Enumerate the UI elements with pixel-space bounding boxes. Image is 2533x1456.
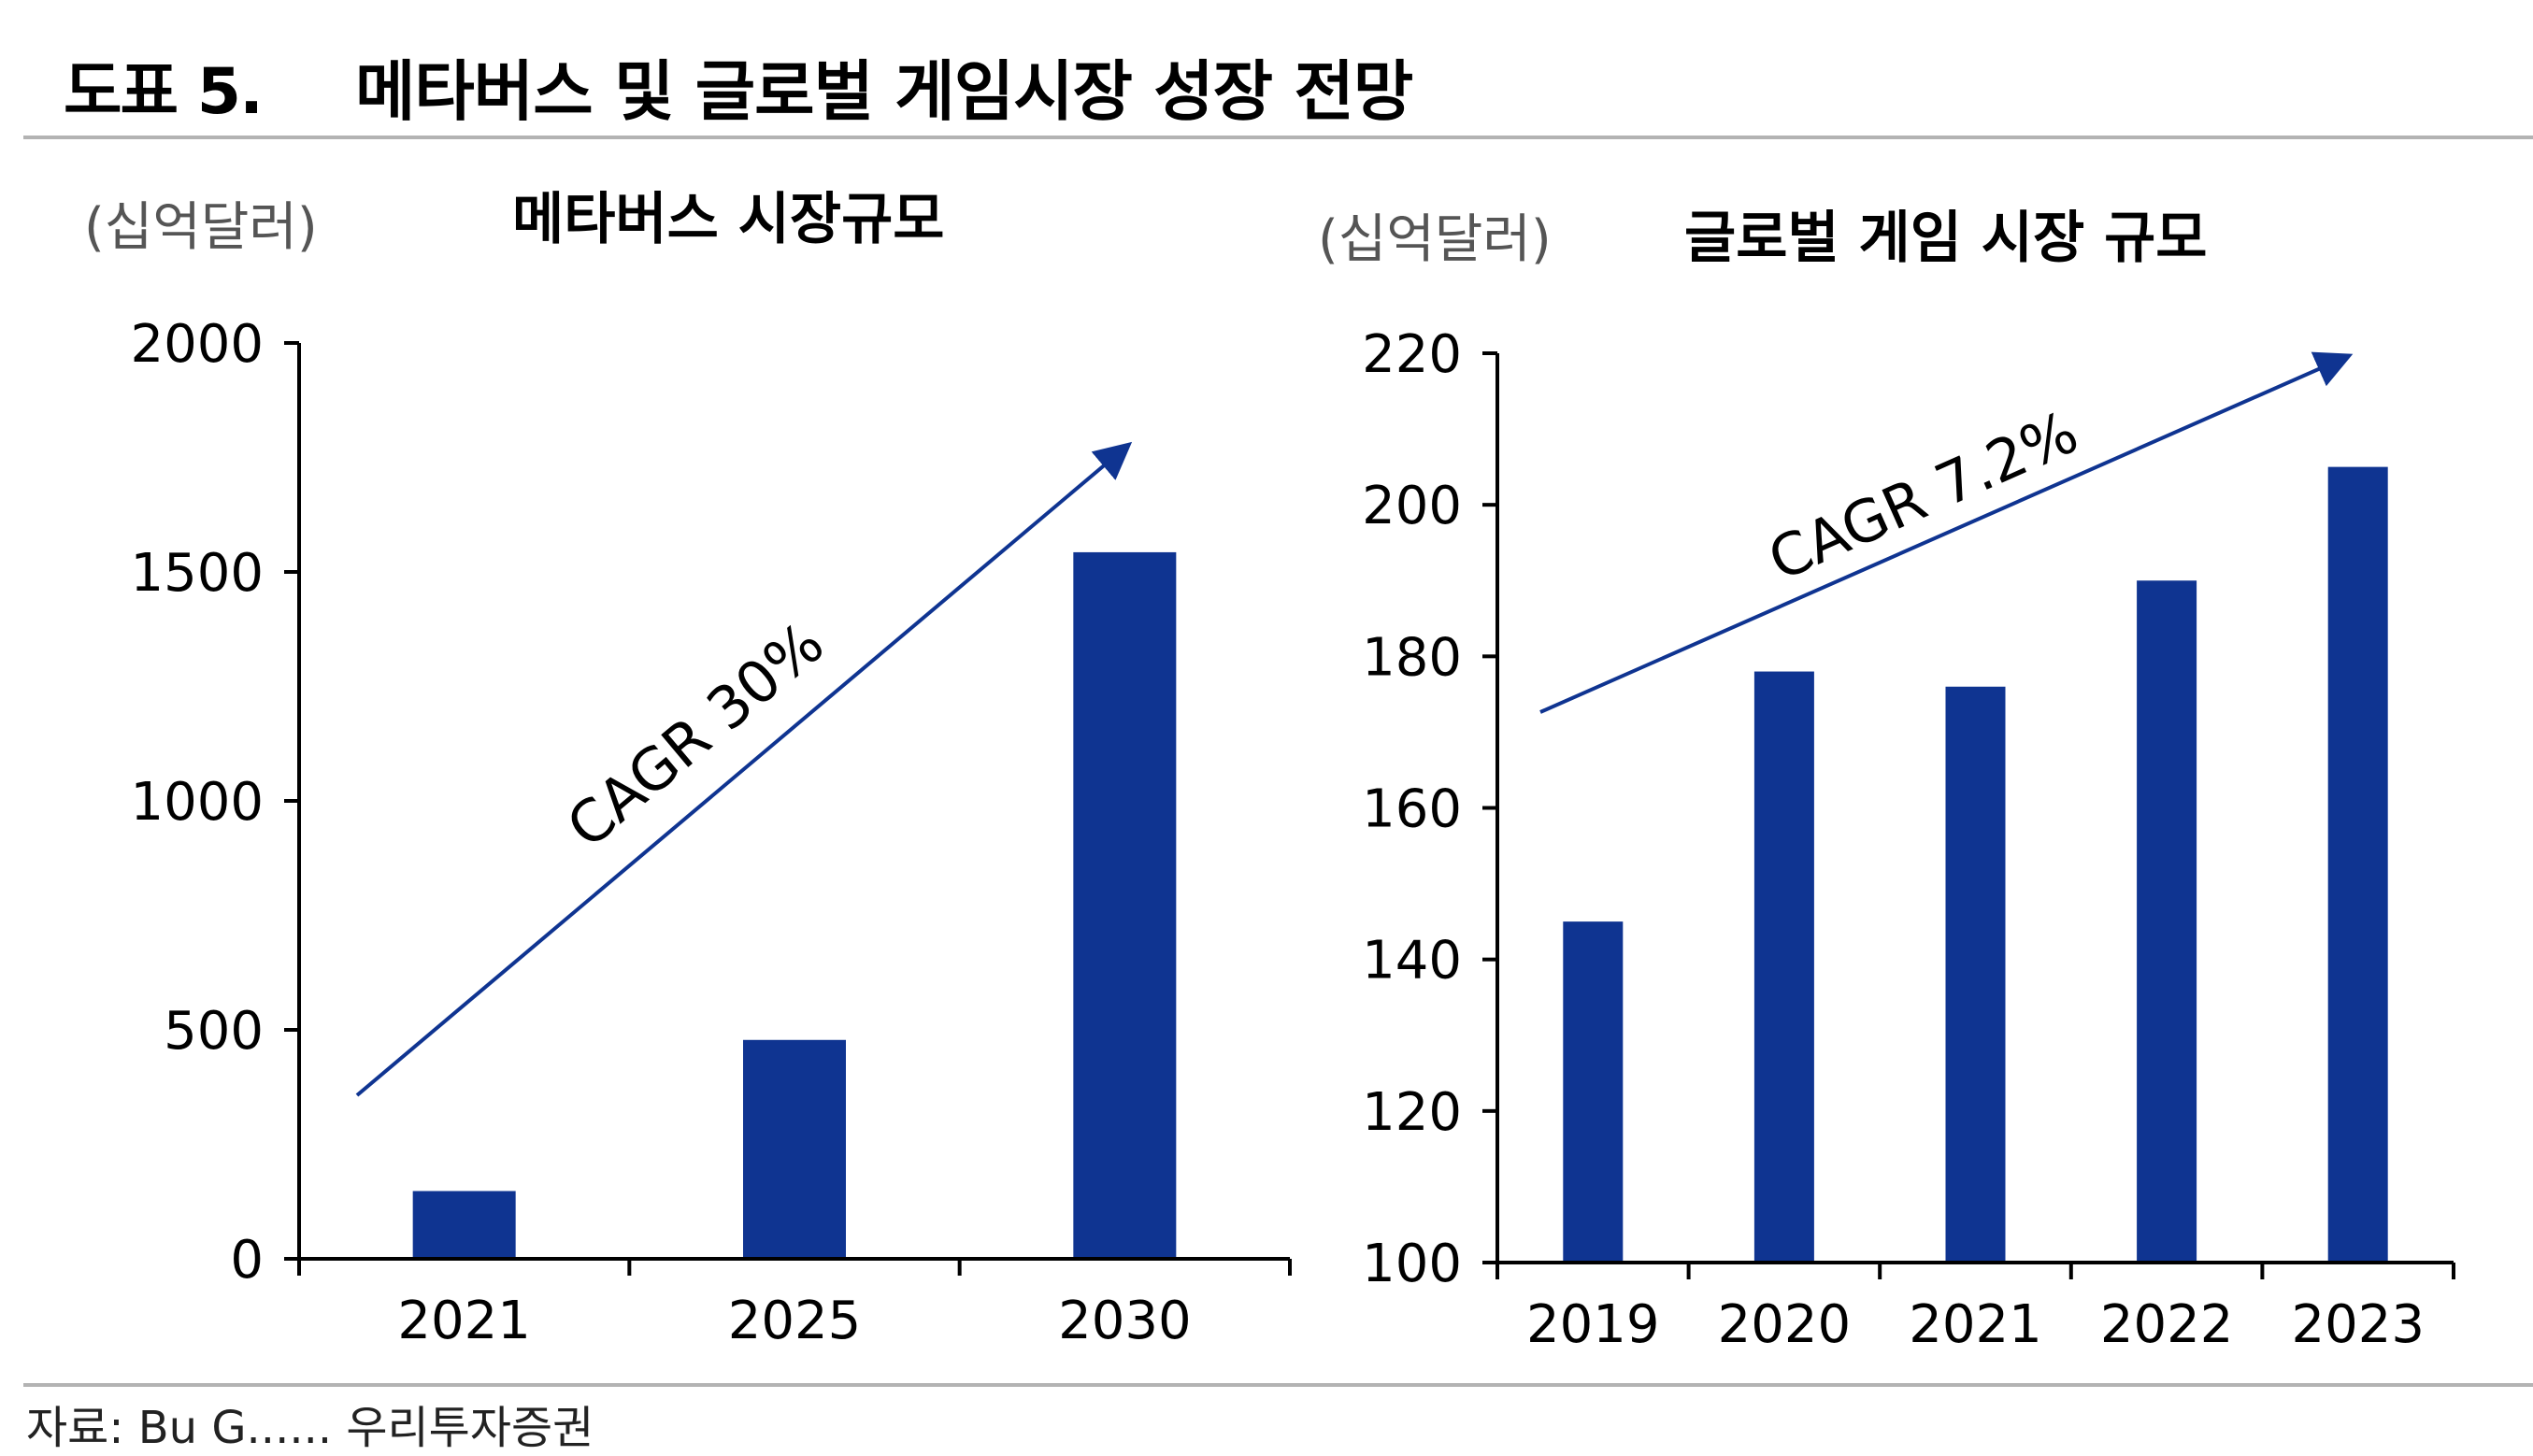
chart2-x-label-2022: 2022	[2100, 1294, 2234, 1355]
chart1-unit-label: (십억달러)	[84, 197, 318, 258]
chart1-y-tick-label-500: 500	[164, 1001, 264, 1062]
chart2-cagr-annotation: CAGR 7.2%	[1758, 397, 2087, 593]
chart2-y-tick-label-140: 140	[1362, 931, 1462, 992]
chart2-x-label-2019: 2019	[1526, 1294, 1660, 1355]
chart1-y-tick-label-2000: 2000	[130, 314, 264, 375]
metaverse-market-chart: (십억달러) 메타버스 시장규모 0 500 1000 1500 2000 2021 202…	[84, 187, 1292, 1351]
source-note: 자료: Bu G...... 우리투자증권	[26, 1402, 594, 1454]
chart1-x-label-2025: 2025	[728, 1291, 862, 1351]
chart2-x-label-2020: 2020	[1718, 1294, 1852, 1355]
chart1-x-label-2030: 2030	[1058, 1291, 1192, 1351]
chart1-bar-2021	[412, 1191, 516, 1259]
chart2-bar-2019	[1563, 921, 1624, 1263]
chart2-bar-2022	[2137, 580, 2197, 1263]
chart2-y-tick-label-100: 100	[1362, 1234, 1462, 1294]
chart2-x-label-2023: 2023	[2291, 1294, 2425, 1355]
chart1-x-label-2021: 2021	[397, 1291, 531, 1351]
chart1-bar-2030	[1073, 551, 1177, 1259]
chart1-y-tick-label-0: 0	[230, 1230, 264, 1291]
chart2-bar-2021	[1945, 686, 2006, 1263]
chart2-y-tick-label-180: 180	[1362, 627, 1462, 688]
chart2-unit-label: (십억달러)	[1318, 209, 1552, 270]
bottom-divider	[23, 1383, 2533, 1387]
chart1-bar-2025	[743, 1039, 846, 1259]
top-divider	[23, 136, 2533, 139]
chart2-bar-2023	[2327, 466, 2388, 1263]
chart1-y-tick-label-1000: 1000	[130, 772, 264, 833]
chart1-trend-arrow	[355, 441, 1133, 1097]
chart2-x-label-2021: 2021	[1909, 1294, 2042, 1355]
chart2-y-tick-label-200: 200	[1362, 476, 1462, 536]
chart1-cagr-annotation: CAGR 30%	[554, 608, 837, 861]
chart2-bar-2020	[1753, 671, 1814, 1263]
chart1-y-tick-label-1500: 1500	[130, 543, 264, 604]
chart2-trend-arrow	[1539, 351, 2354, 714]
chart2-y-tick-label-160: 160	[1362, 779, 1462, 840]
figure-title: 메타버스 및 글로벌 게임시장 성장 전망	[355, 53, 1413, 130]
chart2-title: 글로벌 게임 시장 규모	[1684, 206, 2207, 271]
chart1-title: 메타버스 시장규모	[512, 187, 945, 252]
figure-label: 도표 5.	[64, 55, 264, 129]
chart2-y-tick-label-120: 120	[1362, 1082, 1462, 1143]
chart2-y-tick-label-220: 220	[1362, 324, 1462, 385]
